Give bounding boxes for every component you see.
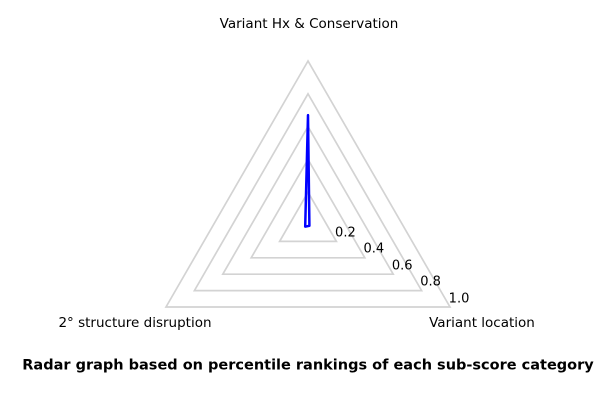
series-polygon-percentile-rankings [303, 113, 311, 228]
radial-tick-label: 1.0 [448, 291, 470, 307]
figure-caption: Radar graph based on percentile rankings… [22, 357, 594, 374]
grid-rings-layer [164, 59, 452, 308]
radial-tick-label: 0.6 [391, 258, 413, 274]
grid-ring [221, 124, 395, 276]
axis-label-structure-disruption: 2° structure disruption [58, 315, 212, 332]
grid-ring [278, 190, 338, 243]
grid-ring [164, 59, 452, 308]
grid-ring [249, 157, 367, 259]
axis-label-variant-hx-conservation: Variant Hx & Conservation [219, 16, 399, 33]
series-layer [303, 113, 311, 228]
radial-tick-label: 0.4 [363, 241, 385, 257]
grid-ring [192, 92, 424, 292]
radial-tick-label: 0.2 [335, 225, 356, 241]
axis-label-variant-location: Variant location [429, 315, 535, 332]
radial-tick-label: 0.8 [420, 274, 441, 290]
